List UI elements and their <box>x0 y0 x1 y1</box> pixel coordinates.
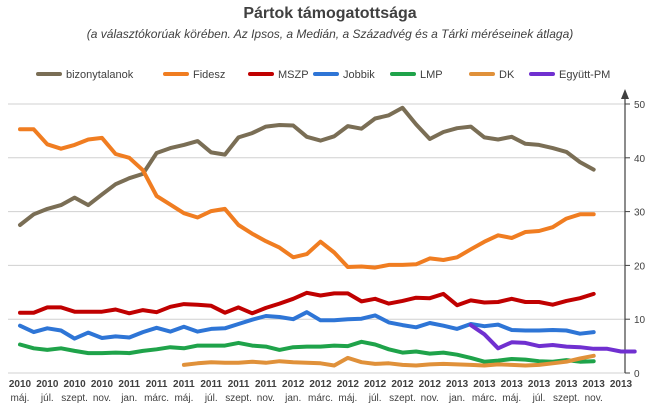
y-tick-label: 40 <box>634 154 646 165</box>
series-line-mszp <box>18 290 596 316</box>
x-tick-month: nov. <box>93 393 111 404</box>
x-tick-month: jan. <box>120 393 137 404</box>
series-line-lmp <box>18 339 596 364</box>
x-tick-year: 2012 <box>337 379 360 390</box>
x-tick-year: 2013 <box>555 379 578 390</box>
x-tick-month: márc. <box>308 393 333 404</box>
series-line-jobbik <box>18 310 596 341</box>
x-tick-year: 2012 <box>391 379 414 390</box>
x-tick-year: 2012 <box>364 379 387 390</box>
legend-label-dk: DK <box>499 69 515 81</box>
y-tick-label: 30 <box>634 208 646 219</box>
x-tick-month: nov. <box>421 393 439 404</box>
y-tick-label: 0 <box>634 369 640 380</box>
x-tick-year: 2010 <box>36 379 59 390</box>
x-tick-year: 2013 <box>528 379 551 390</box>
x-tick-month: szept. <box>553 393 580 404</box>
x-tick-month: jan. <box>284 393 301 404</box>
legend-label-mszp: MSZP <box>278 69 309 81</box>
series-line-fidesz <box>18 127 596 270</box>
x-tick-month: szept. <box>389 393 416 404</box>
x-tick-year: 2011 <box>118 379 140 390</box>
x-tick-month: nov. <box>585 393 603 404</box>
x-tick-year: 2011 <box>200 379 222 390</box>
x-tick-month: márc. <box>144 393 169 404</box>
x-tick-month: nov. <box>257 393 275 404</box>
legend-label-fidesz: Fidesz <box>193 69 225 81</box>
y-tick-label: 20 <box>634 261 646 272</box>
x-tick-month: szept. <box>61 393 88 404</box>
x-tick-month: máj. <box>338 393 357 404</box>
y-tick-label: 10 <box>634 315 646 326</box>
x-tick-month: jan. <box>448 393 465 404</box>
x-tick-month: márc. <box>472 393 497 404</box>
chart-title: Pártok támogatottsága <box>243 5 417 22</box>
x-tick-month: júl. <box>368 393 382 404</box>
x-tick-year: 2013 <box>583 379 606 390</box>
x-tick-year: 2010 <box>64 379 87 390</box>
x-tick-year: 2012 <box>309 379 332 390</box>
legend-label-lmp: LMP <box>420 69 443 81</box>
x-tick-month: máj. <box>502 393 521 404</box>
x-tick-year: 2011 <box>228 379 250 390</box>
chart-subtitle: (a választókorúak körében. Az Ipsos, a M… <box>86 27 574 41</box>
legend-label-együtt-pm: Együtt-PM <box>559 69 610 81</box>
series-line-együtt-pm <box>468 323 637 354</box>
y-tick-label: 50 <box>634 100 646 111</box>
series-line-dk <box>181 353 596 368</box>
y-axis-arrow <box>621 89 629 99</box>
x-tick-month: júl. <box>40 393 54 404</box>
x-tick-year: 2012 <box>282 379 305 390</box>
x-tick-year: 2013 <box>501 379 524 390</box>
x-tick-year: 2013 <box>610 379 633 390</box>
x-tick-year: 2013 <box>473 379 496 390</box>
x-tick-year: 2010 <box>9 379 32 390</box>
x-tick-month: máj. <box>11 393 30 404</box>
x-tick-month: júl. <box>532 393 546 404</box>
x-tick-year: 2010 <box>91 379 114 390</box>
x-tick-month: máj. <box>174 393 193 404</box>
legend-label-bizonytalanok: bizonytalanok <box>66 69 134 81</box>
x-tick-year: 2011 <box>173 379 195 390</box>
x-tick-month: júl. <box>204 393 218 404</box>
x-tick-year: 2013 <box>446 379 469 390</box>
legend-label-jobbik: Jobbik <box>343 69 375 81</box>
series-line-bizonytalanok <box>18 105 596 227</box>
x-tick-month: szept. <box>225 393 252 404</box>
x-tick-year: 2011 <box>255 379 277 390</box>
x-tick-year: 2012 <box>419 379 442 390</box>
x-tick-year: 2011 <box>146 379 168 390</box>
